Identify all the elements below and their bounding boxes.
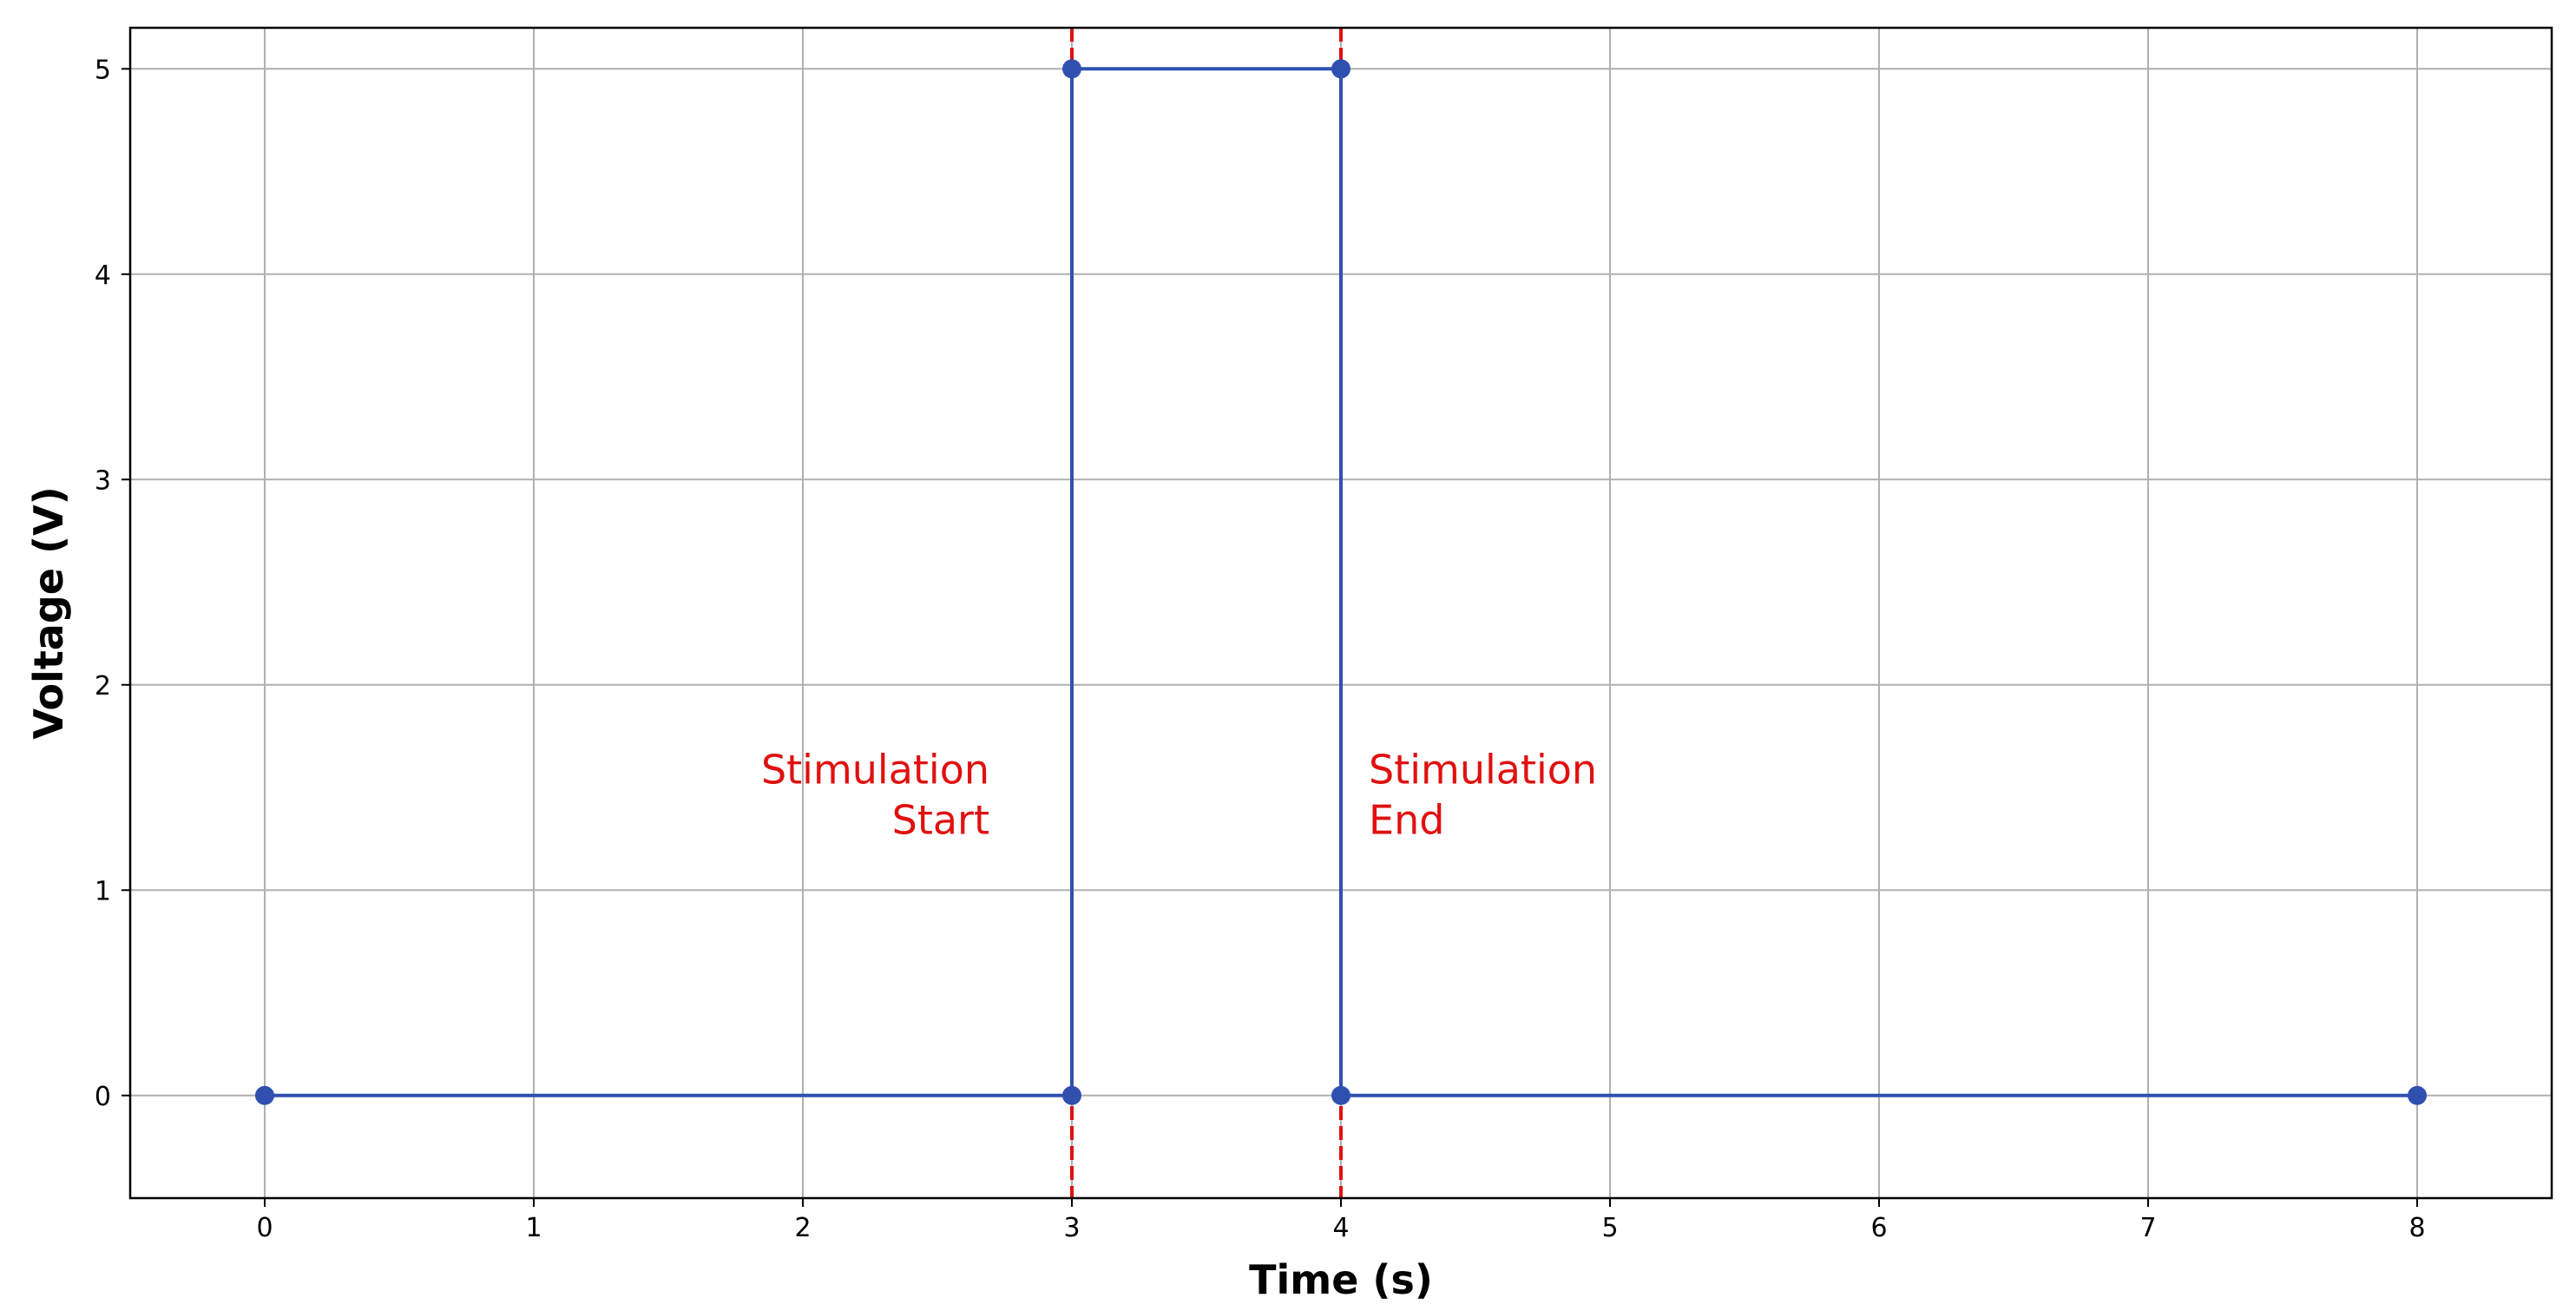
data-point bbox=[1062, 59, 1081, 79]
series-group bbox=[255, 59, 2427, 1105]
y-axis-label: Voltage (V) bbox=[25, 486, 72, 739]
y-tick-label: 4 bbox=[95, 260, 111, 291]
data-point bbox=[1331, 1085, 1350, 1105]
y-tick-label: 2 bbox=[95, 671, 111, 702]
x-tick-label: 0 bbox=[256, 1213, 273, 1243]
x-tick-label: 8 bbox=[2408, 1213, 2425, 1243]
x-axis-ticks: 0 1 2 3 4 5 6 7 8 bbox=[256, 1198, 2426, 1243]
y-tick-label: 1 bbox=[95, 876, 111, 906]
x-tick-label: 1 bbox=[525, 1213, 542, 1243]
x-tick-label: 3 bbox=[1063, 1213, 1080, 1243]
stimulation-lines bbox=[1070, 28, 1343, 1198]
y-tick-label: 5 bbox=[95, 55, 111, 85]
x-axis-label: Time (s) bbox=[1249, 1256, 1433, 1303]
series-line bbox=[265, 67, 2417, 1097]
annotation-text: Stimulation bbox=[761, 746, 989, 793]
annotation-text: Stimulation bbox=[1369, 746, 1597, 793]
annotation-text: Start bbox=[892, 796, 989, 843]
y-tick-label: 3 bbox=[95, 465, 111, 496]
y-axis-ticks: 0 1 2 3 4 5 bbox=[95, 55, 130, 1112]
x-tick-label: 4 bbox=[1332, 1213, 1349, 1243]
x-tick-label: 2 bbox=[794, 1213, 811, 1243]
annotation-text: End bbox=[1369, 796, 1444, 843]
data-point bbox=[1062, 1085, 1081, 1105]
data-point bbox=[2408, 1085, 2427, 1105]
y-tick-label: 0 bbox=[95, 1082, 111, 1112]
data-point bbox=[255, 1085, 274, 1105]
data-point bbox=[1331, 59, 1350, 79]
x-tick-label: 6 bbox=[1870, 1213, 1887, 1243]
x-tick-label: 5 bbox=[1601, 1213, 1618, 1243]
x-tick-label: 7 bbox=[2139, 1213, 2156, 1243]
